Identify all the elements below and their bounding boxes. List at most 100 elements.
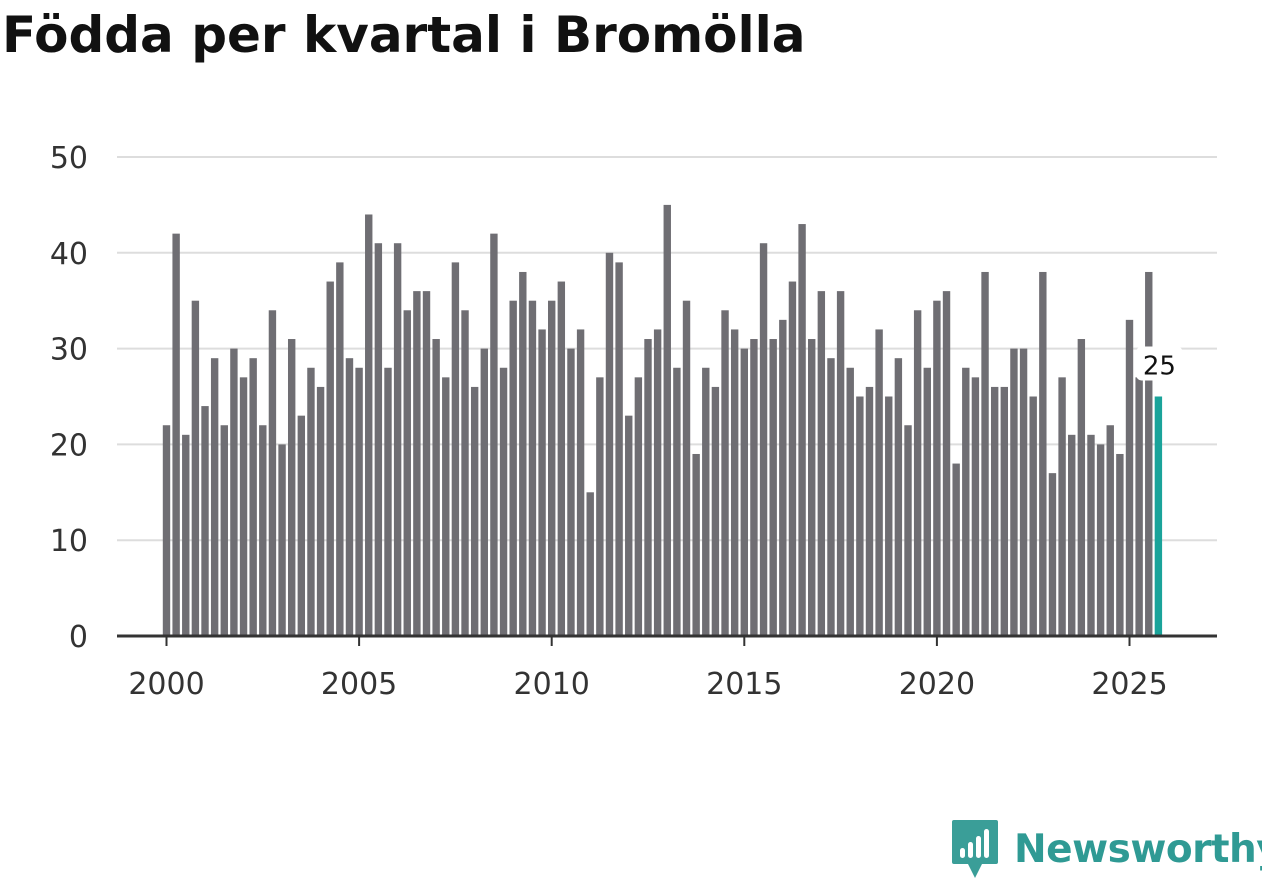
bar-33: [480, 348, 488, 636]
bar-28: [432, 339, 440, 636]
bar-103: [1154, 396, 1163, 636]
bar-32: [470, 386, 479, 636]
bar-94: [1068, 434, 1076, 636]
bar-70: [836, 291, 845, 636]
bar-44: [586, 492, 594, 636]
bar-42: [567, 348, 575, 636]
bar-24: [393, 243, 402, 636]
bar-73: [865, 386, 874, 636]
y-tick-label-50: 50: [50, 141, 88, 176]
bar-98: [1106, 425, 1114, 636]
x-axis: 2000 2005 2010 2015 2020 2025: [117, 634, 1217, 702]
bar-72: [856, 396, 864, 636]
y-tick-label-20: 20: [50, 428, 88, 463]
bar-16: [316, 386, 325, 636]
bar-75: [885, 396, 893, 636]
bar-30: [451, 262, 460, 636]
bar-67: [808, 339, 816, 636]
bar-62: [759, 243, 768, 636]
bar-10: [259, 425, 267, 636]
bar-84: [971, 377, 980, 636]
bar-15: [307, 367, 315, 636]
last-value-label-bg: [1136, 346, 1183, 381]
bar-43: [576, 329, 585, 636]
bar-91: [1039, 271, 1047, 636]
bar-58: [721, 310, 729, 636]
bar-85: [981, 271, 989, 636]
bar-95: [1077, 339, 1086, 636]
bar-66: [798, 224, 806, 636]
bar-57: [711, 386, 720, 636]
newsworthy-logo-icon: [952, 820, 998, 878]
x-tick-label-2015: 2015: [706, 667, 782, 702]
bar-90: [1029, 396, 1037, 636]
annotations: 25: [1136, 346, 1183, 382]
y-tick-label-10: 10: [50, 524, 88, 559]
x-tick-label-2020: 2020: [899, 667, 975, 702]
bar-3: [191, 300, 200, 636]
bar-9: [249, 358, 257, 636]
bar-65: [788, 281, 797, 636]
y-axis-labels: 0 10 20 30 40 50: [50, 141, 88, 655]
bar-1: [172, 233, 180, 636]
x-tick-label-2025: 2025: [1091, 667, 1167, 702]
bar-69: [827, 358, 835, 636]
bar-63: [769, 339, 777, 636]
y-tick-label-30: 30: [50, 333, 88, 368]
bar-77: [904, 425, 912, 636]
bar-36: [509, 300, 517, 636]
bar-46: [605, 252, 614, 637]
bar-4: [201, 406, 209, 636]
bar-41: [557, 281, 566, 636]
bar-25: [403, 310, 411, 636]
brand-name: Newsworthy: [1014, 826, 1262, 872]
bar-97: [1096, 444, 1105, 636]
bar-60: [740, 348, 748, 636]
bar-88: [1010, 348, 1018, 636]
bar-17: [326, 281, 334, 636]
bar-50: [644, 339, 652, 636]
bar-23: [384, 367, 392, 636]
bar-79: [923, 367, 931, 636]
bar-18: [336, 262, 344, 636]
bar-39: [538, 329, 546, 636]
bar-76: [894, 358, 903, 636]
bar-34: [490, 233, 498, 636]
y-tick-label-40: 40: [50, 237, 88, 272]
bar-54: [682, 300, 691, 636]
bar-38: [528, 300, 537, 636]
bar-52: [663, 204, 671, 636]
bar-27: [422, 291, 431, 636]
bar-64: [779, 319, 787, 636]
bar-11: [268, 310, 277, 636]
bars: [162, 204, 1163, 637]
bar-37: [519, 271, 527, 636]
bar-87: [1000, 386, 1009, 636]
bar-13: [287, 339, 296, 636]
x-tick-label-2000: 2000: [128, 667, 204, 702]
bar-51: [653, 329, 662, 636]
bar-82: [952, 463, 960, 636]
bar-56: [702, 367, 710, 636]
bar-99: [1116, 453, 1124, 636]
bar-8: [239, 377, 248, 636]
bar-102: [1145, 271, 1153, 636]
bar-49: [634, 377, 643, 636]
x-tick-label-2010: 2010: [514, 667, 590, 702]
bar-12: [278, 444, 286, 636]
bar-7: [230, 348, 238, 636]
bar-22: [374, 243, 383, 636]
bar-89: [1019, 348, 1028, 636]
bar-0: [162, 425, 171, 636]
bar-2: [182, 434, 190, 636]
bar-93: [1058, 377, 1066, 636]
bar-101: [1135, 377, 1143, 636]
bar-100: [1125, 319, 1134, 636]
bar-29: [442, 377, 450, 636]
bar-71: [846, 367, 854, 636]
bar-20: [355, 367, 363, 636]
bar-86: [990, 386, 999, 636]
bar-74: [875, 329, 883, 636]
bar-14: [297, 415, 306, 636]
